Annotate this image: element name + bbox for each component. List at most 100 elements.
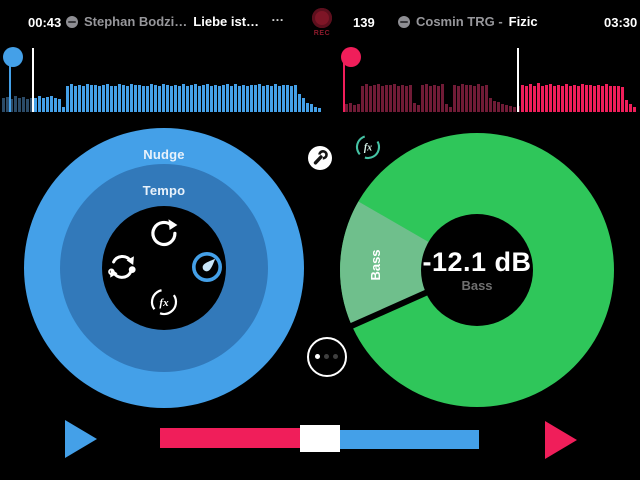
waveform-bar: [310, 104, 313, 112]
waveform-bar: [389, 85, 392, 112]
waveform-bar: [609, 86, 612, 112]
more-button[interactable]: …: [271, 9, 284, 24]
waveform-bar: [545, 85, 548, 112]
cue-pin-stick: [343, 57, 345, 112]
deck-a-cue-pin[interactable]: [0, 45, 26, 113]
waveform-bar: [557, 85, 560, 112]
loop-icon: [151, 219, 178, 247]
waveform-bar: [218, 86, 221, 112]
waveform-bar: [262, 86, 265, 112]
waveform-bar: [94, 85, 97, 112]
waveform-bar: [134, 85, 137, 112]
deck-b-bass-wedge[interactable]: [340, 201, 477, 326]
waveform-bar: [270, 86, 273, 112]
waveform-bar: [493, 101, 496, 112]
waveform-bar: [290, 86, 293, 112]
waveform-bar: [294, 85, 297, 112]
waveform-bar: [274, 84, 277, 112]
waveform-bar: [22, 97, 25, 112]
waveform-bar: [26, 99, 29, 112]
waveform-bar: [617, 86, 620, 112]
waveform-bar: [186, 86, 189, 112]
waveform-bar: [74, 86, 77, 112]
waveform-bar: [365, 84, 368, 112]
waveform-bar: [286, 85, 289, 112]
waveform-bar: [401, 85, 404, 112]
waveform-bar: [473, 86, 476, 112]
waveform-bar: [162, 84, 165, 112]
waveform-bar: [581, 84, 584, 112]
waveform-bar: [6, 97, 9, 112]
deck-b-cue-pin[interactable]: [338, 45, 364, 113]
waveform-bar: [593, 86, 596, 112]
deck-b-fx-button[interactable]: fx: [354, 133, 382, 161]
loop-button[interactable]: [147, 217, 181, 251]
deck-b-eq-value: -12.1 dB: [422, 247, 532, 277]
waveform-bar: [397, 86, 400, 112]
waveform-bar: [318, 108, 321, 112]
crossfader-handle[interactable]: [300, 425, 340, 452]
deck-a-title: Liebe ist…: [193, 14, 260, 29]
waveform-bar: [110, 86, 113, 112]
waveform-bar: [569, 86, 572, 112]
waveform-bar: [573, 85, 576, 112]
bpm-display[interactable]: 139: [353, 15, 375, 30]
deck-a-tempo-label: Tempo: [142, 183, 186, 198]
waveform-bar: [42, 98, 45, 112]
deck-b-track-button[interactable]: Cosmin TRG - Fizic: [398, 14, 538, 29]
waveform-bar: [489, 98, 492, 112]
waveform-bar: [174, 85, 177, 112]
cue-pin-stick: [9, 57, 11, 112]
top-bar: 00:43 Stephan Bodzi… Liebe ist… … REC 13…: [0, 0, 640, 42]
deck-a-fx-button[interactable]: fx: [147, 285, 181, 319]
waveform-bar: [54, 98, 57, 112]
deck-b-eq-band-label: Bass: [461, 278, 493, 293]
waveform-left-bars[interactable]: [0, 45, 330, 113]
crossfader[interactable]: [160, 425, 479, 452]
waveform-bar: [633, 107, 636, 112]
waveform-bar: [565, 84, 568, 112]
eq-pager-button[interactable]: [307, 337, 347, 377]
waveform-bar: [178, 86, 181, 112]
page-dot: [324, 354, 329, 359]
waveform-right-bars[interactable]: [330, 45, 640, 113]
sync-button[interactable]: [105, 250, 139, 284]
waveform-bar: [417, 105, 420, 112]
waveform-bar: [198, 86, 201, 112]
waveform-bar: [437, 86, 440, 112]
waveform-bar: [158, 86, 161, 112]
fx-ring-icon: [150, 288, 178, 316]
deck-a-wheel: Nudge Tempo fx: [0, 113, 320, 423]
crossfader-track-b[interactable]: [339, 430, 479, 449]
settings-button[interactable]: [308, 146, 332, 170]
waveform-section: [0, 45, 640, 113]
deck-a-play-button[interactable]: [65, 420, 97, 458]
crossfader-track-a[interactable]: [160, 428, 302, 448]
waveform-bar: [529, 84, 532, 112]
waveform-bar: [258, 84, 261, 112]
waveform-bar: [210, 86, 213, 112]
waveform-bar: [521, 85, 524, 112]
waveform-bar: [481, 86, 484, 112]
cue-pin-head: [341, 47, 361, 67]
deck-b-artist: Cosmin TRG -: [416, 14, 503, 29]
waveform-bar: [345, 104, 348, 112]
waveform-bar: [246, 86, 249, 112]
waveform-bar: [154, 85, 157, 112]
deck-b-eq-wheel[interactable]: Bass: [332, 125, 622, 415]
waveform-bar: [589, 85, 592, 112]
waveform-bar: [553, 86, 556, 112]
waveform-bar: [2, 98, 5, 112]
deck-a-track-button[interactable]: Stephan Bodzi… Liebe ist…: [66, 14, 259, 29]
waveform-bar: [629, 104, 632, 112]
waveform-bar: [226, 84, 229, 112]
waveform-bar: [86, 84, 89, 112]
waveform-bar: [46, 97, 49, 112]
tempo-dial-button[interactable]: [190, 250, 224, 284]
waveform-bar: [70, 84, 73, 112]
waveform-bar: [194, 84, 197, 112]
waveform-bar: [381, 86, 384, 112]
rec-button[interactable]: REC: [306, 6, 338, 38]
sync-icon: [108, 255, 136, 279]
deck-b-play-button[interactable]: [545, 421, 577, 459]
